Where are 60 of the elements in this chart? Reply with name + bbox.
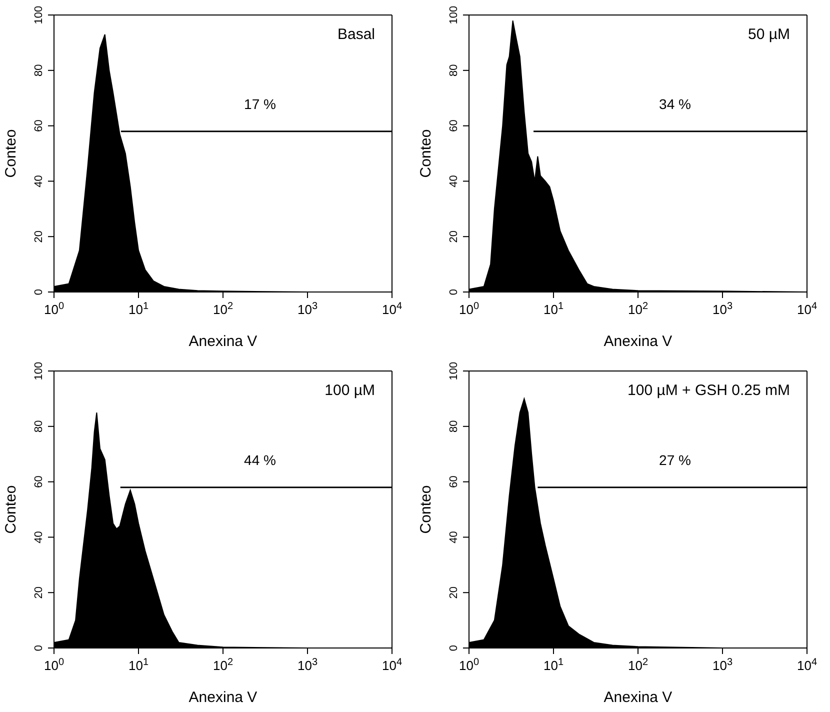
y-axis-title: Conteo (417, 485, 434, 534)
text: Basal (337, 26, 375, 43)
x-tick-label: 10$^{1}$ (128, 300, 149, 317)
y-axis-title: Conteo (2, 485, 20, 534)
y-tick-label: 100 (33, 362, 45, 380)
y-tick-label: 40 (448, 175, 460, 188)
x-tick-label: 10$^{4}$ (382, 656, 402, 673)
y-tick-label: 20 (33, 230, 45, 243)
x-axis-title: Anexina V (188, 333, 258, 350)
x-tick-label: 10$^{0}$ (458, 300, 480, 317)
x-tick-label: 10$^{4}$ (382, 300, 402, 317)
y-tick-label: 40 (448, 531, 460, 544)
x-tick-label: 10$^{2}$ (212, 300, 234, 317)
x-tick-label: 10$^{1}$ (543, 300, 564, 317)
annotation: 44 % (243, 452, 277, 468)
y-tick-label: 20 (448, 230, 460, 243)
y-tick-label: 60 (448, 120, 460, 132)
x-tick-label: 10$^{0}$ (458, 656, 480, 673)
y-axis-title: Conteo (417, 129, 434, 178)
x-tick-label: 10$^{1}$ (543, 656, 564, 673)
y-tick-label: 40 (33, 531, 45, 544)
y-tick-label: 20 (448, 586, 460, 599)
y-tick-label: 40 (33, 175, 45, 188)
y-tick-label: 0 (448, 644, 460, 652)
x-axis-title: Anexina V (188, 689, 258, 706)
x-tick-label: 10$^{2}$ (628, 300, 648, 317)
annotation: 27 % (658, 452, 692, 468)
y-tick-label: 20 (33, 586, 45, 599)
y-tick-label: 0 (33, 644, 45, 652)
y-tick-label: 80 (33, 420, 45, 433)
annotation: 34 % (658, 96, 692, 112)
y-tick-label: 100 (448, 6, 460, 24)
x-tick-label: 10$^{4}$ (796, 300, 818, 317)
y-tick-label: 80 (448, 64, 460, 77)
y-tick-label: 60 (33, 476, 45, 488)
y-tick-label: 100 (448, 362, 460, 380)
x-tick-label: 10$^{3}$ (712, 656, 733, 673)
y-tick-label: 80 (448, 420, 460, 433)
x-tick-label: 10$^{3}$ (712, 300, 733, 317)
x-axis-title: Anexina V (604, 689, 672, 706)
y-tick-label: 0 (448, 288, 460, 296)
y-tick-label: 0 (33, 288, 45, 296)
x-tick-label: 10$^{2}$ (212, 656, 234, 673)
text: 100 µM (324, 382, 375, 399)
y-axis-title: Conteo (2, 129, 20, 178)
x-tick-label: 10$^{0}$ (44, 656, 64, 673)
x-tick-label: 10$^{3}$ (297, 300, 318, 317)
x-tick-label: 10$^{2}$ (628, 656, 648, 673)
x-tick-label: 10$^{3}$ (297, 656, 318, 673)
x-tick-label: 10$^{0}$ (44, 300, 64, 317)
y-tick-label: 80 (33, 64, 45, 77)
x-tick-label: 10$^{1}$ (128, 656, 149, 673)
x-tick-label: 10$^{4}$ (796, 656, 818, 673)
annotation: 17 % (243, 96, 277, 112)
y-tick-label: 60 (33, 120, 45, 132)
y-tick-label: 100 (33, 6, 45, 24)
x-axis-title: Anexina V (604, 333, 672, 350)
text: 100 µM + GSH 0.25 mM (628, 382, 790, 399)
y-tick-label: 60 (448, 476, 460, 488)
text: 50 µM (748, 26, 790, 43)
